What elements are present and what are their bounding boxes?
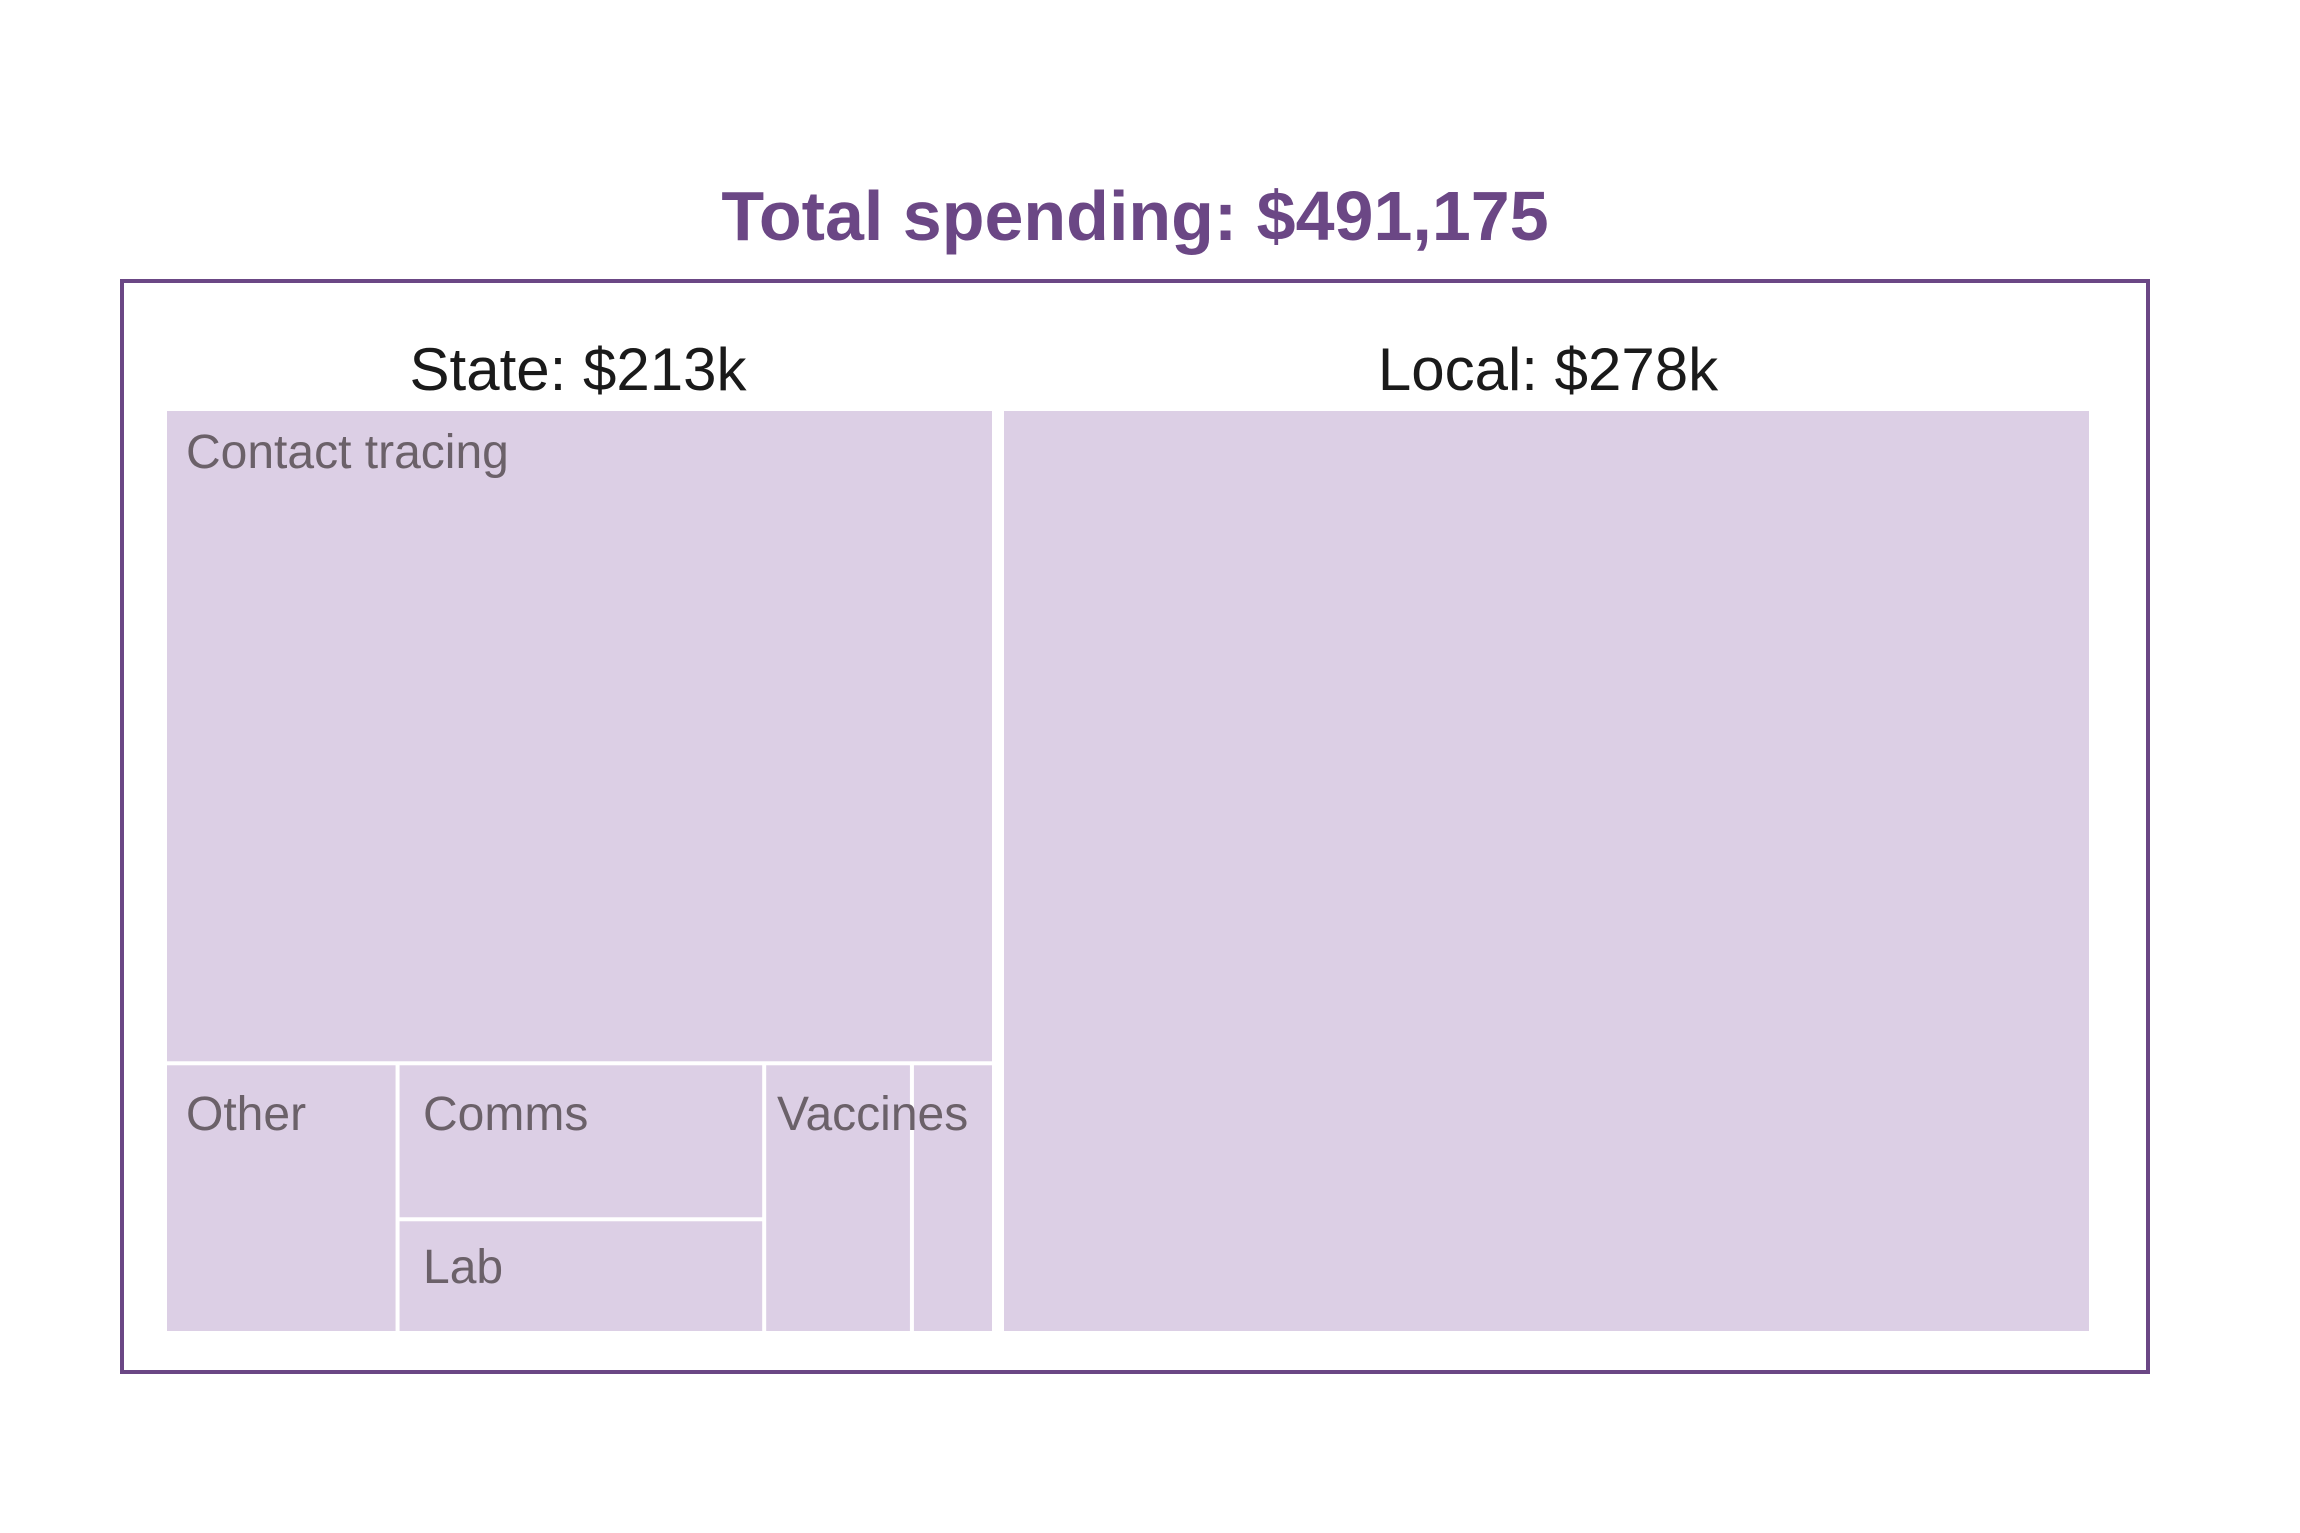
tile-label-vaccines: Vaccines <box>777 1088 968 1141</box>
tile-label-contact-tracing: Contact tracing <box>186 426 509 479</box>
tile-lab <box>399 1221 763 1331</box>
tile-local <box>1004 411 2089 1331</box>
tile-contact-tracing <box>167 411 992 1062</box>
group-label-local: Local: $278k <box>1378 336 1719 403</box>
tile-label-lab: Lab <box>423 1241 503 1294</box>
tile-comms <box>399 1065 763 1218</box>
group-label-state: State: $213k <box>410 336 748 403</box>
tile-vaccines <box>766 1065 910 1331</box>
treemap-tile-labels: Contact tracing Other Comms Lab Vaccines <box>186 426 968 1294</box>
tile-unlabeled-5 <box>913 1065 992 1331</box>
chart-title: Total spending: $491,175 <box>721 177 1548 255</box>
tile-label-other: Other <box>186 1088 306 1141</box>
treemap-frame <box>120 279 2150 1374</box>
tile-label-comms: Comms <box>423 1088 588 1141</box>
tile-other <box>167 1065 396 1331</box>
treemap-tiles <box>167 411 2089 1331</box>
